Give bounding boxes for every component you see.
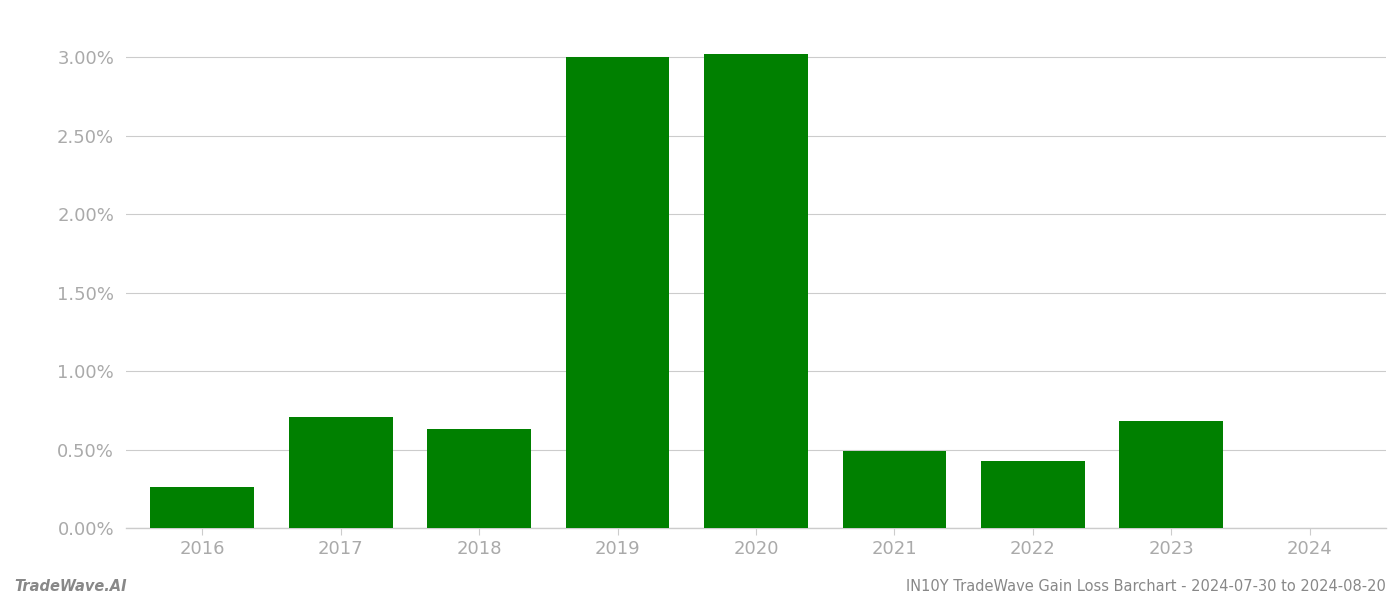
Bar xyxy=(704,54,808,528)
Bar xyxy=(566,57,669,528)
Text: IN10Y TradeWave Gain Loss Barchart - 2024-07-30 to 2024-08-20: IN10Y TradeWave Gain Loss Barchart - 202… xyxy=(906,579,1386,594)
Bar xyxy=(1120,421,1224,528)
Bar xyxy=(427,429,531,528)
Bar xyxy=(150,487,253,528)
Bar xyxy=(981,461,1085,528)
Bar xyxy=(843,451,946,528)
Bar xyxy=(288,416,392,528)
Text: TradeWave.AI: TradeWave.AI xyxy=(14,579,126,594)
